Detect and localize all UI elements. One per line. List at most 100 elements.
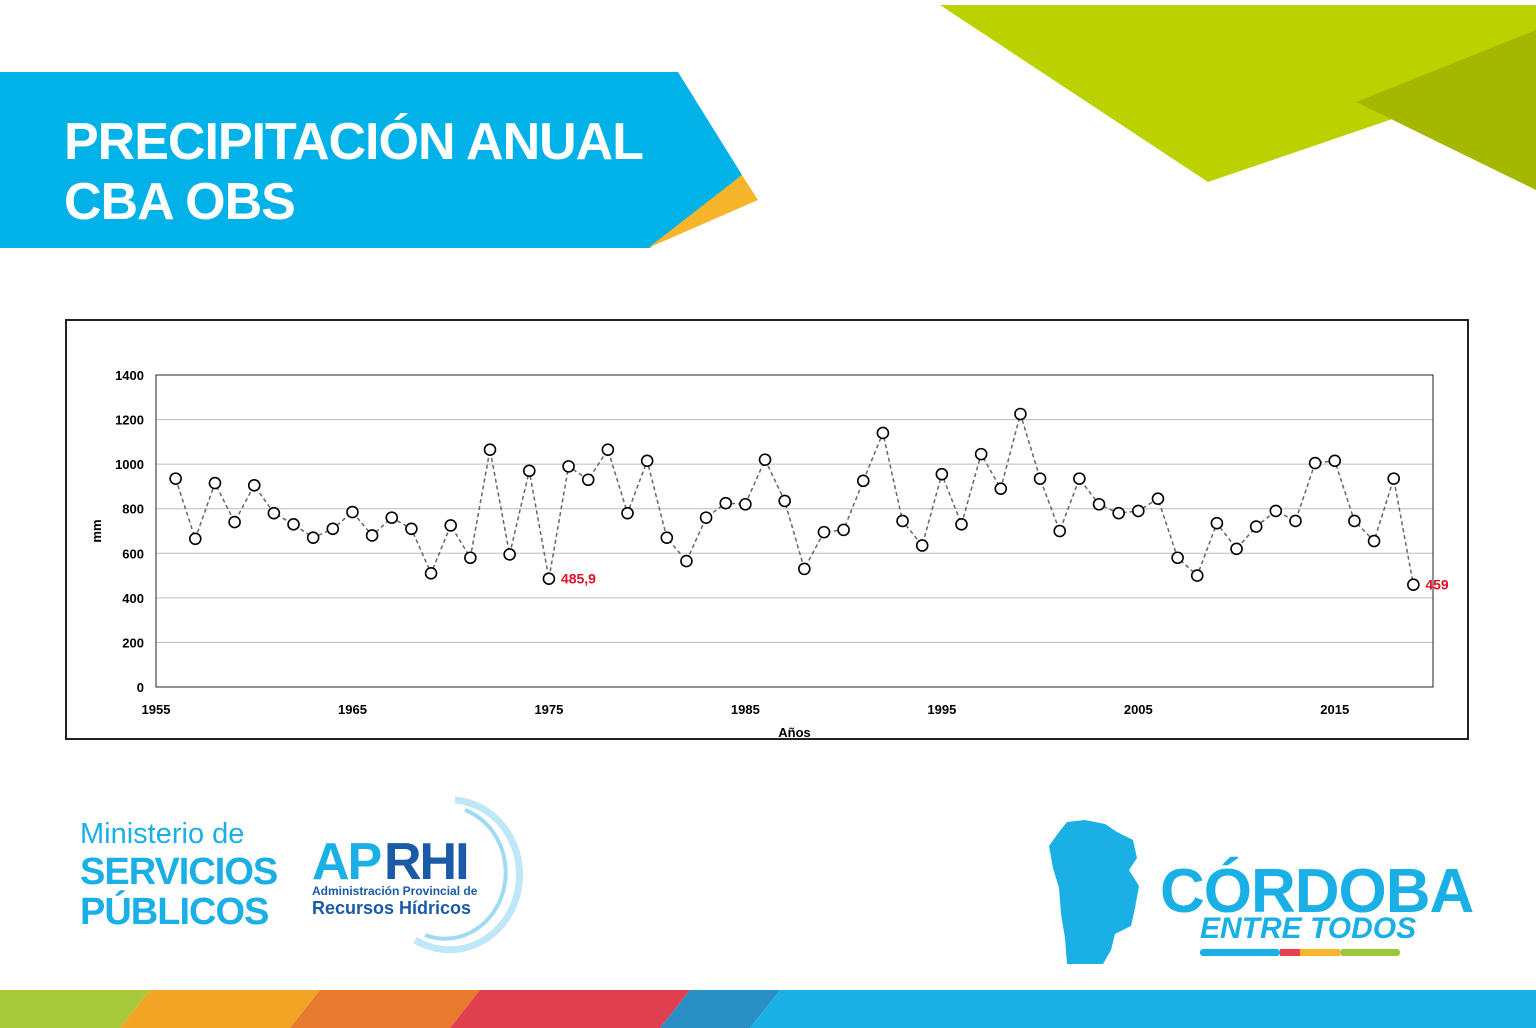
data-point (208, 476, 222, 490)
ministerio-label: Ministerio de (80, 818, 245, 850)
aprhi-logo-rhi: RHI (384, 833, 470, 891)
data-point (798, 562, 811, 576)
data-point (306, 531, 320, 544)
y-axis-title: mm (89, 519, 104, 542)
y-tick-label: 600 (122, 546, 144, 561)
data-point (464, 551, 477, 565)
y-tick-label: 0 (137, 680, 144, 695)
data-point (483, 443, 497, 456)
data-point (778, 494, 791, 508)
series-line (174, 411, 1415, 585)
data-point (542, 572, 556, 586)
x-tick-label: 2005 (1124, 702, 1153, 717)
footer-color-strip (0, 990, 1536, 1028)
data-point (994, 482, 1008, 495)
data-point (169, 472, 182, 485)
ministerio-name-line-1: SERVICIOS (80, 851, 278, 893)
data-point (228, 515, 241, 529)
data-point (267, 506, 281, 520)
aprhi-subtitle-2: Recursos Hídricos (312, 898, 472, 918)
data-point (758, 453, 772, 466)
data-point (660, 531, 674, 544)
aprhi-logo-ap: AP (312, 833, 382, 891)
data-point (955, 518, 968, 531)
green-dark-triangle (1356, 30, 1536, 190)
banner-background (0, 72, 742, 248)
data-point (1308, 456, 1322, 470)
x-axis-title: Años (778, 725, 811, 738)
data-point (424, 567, 438, 580)
data-point (1053, 524, 1067, 538)
plot-area-border (155, 374, 1434, 688)
data-point (680, 554, 693, 568)
header-decoration (0, 5, 1536, 248)
y-tick-label: 1000 (115, 457, 144, 472)
data-point (1151, 492, 1165, 505)
data-point (640, 454, 654, 468)
data-point (876, 426, 890, 440)
data-point (1249, 520, 1263, 533)
ministerio-name: SERVICIOS PÚBLICOS (80, 851, 278, 933)
precipitation-chart: 0 200 400 600 800 1000 1200 1400 1955 1965 1975 198… (89, 368, 1449, 738)
data-point (1367, 534, 1381, 548)
data-point (581, 473, 595, 487)
cordoba-logo-subtitle: ENTRE TODOS (1200, 912, 1417, 945)
y-tick-label: 1400 (115, 368, 144, 383)
data-point (915, 539, 929, 552)
data-point (1407, 578, 1420, 592)
data-point (935, 467, 949, 481)
data-point (1132, 504, 1145, 518)
data-label: 459 (1425, 577, 1449, 593)
x-tick-label: 1965 (338, 702, 367, 717)
data-point (522, 464, 536, 478)
data-point (1230, 542, 1243, 556)
banner-orange-accent (648, 175, 758, 248)
cordoba-map-icon (1049, 820, 1139, 964)
data-point (562, 460, 575, 473)
data-point (621, 506, 634, 520)
page-title-line-2: CBA OBS (64, 173, 296, 231)
data-point (287, 518, 300, 531)
data-point (974, 447, 988, 461)
data-point (365, 529, 379, 542)
data-point (1348, 514, 1361, 528)
x-tick-label: 1985 (731, 702, 760, 717)
data-point (1092, 497, 1106, 511)
y-tick-label: 800 (122, 502, 144, 517)
y-tick-label: 200 (122, 635, 144, 650)
data-point (1073, 472, 1086, 485)
data-point (247, 479, 261, 492)
data-point (1190, 569, 1204, 582)
cordoba-logo-title: CÓRDOBA (1160, 857, 1474, 926)
data-point (817, 525, 831, 539)
data-point (1171, 551, 1184, 565)
x-tick-label: 2015 (1320, 702, 1349, 717)
chart-frame: 0 200 400 600 800 1000 1200 1400 1955 1965 1975 198… (65, 319, 1469, 740)
data-point (1328, 454, 1342, 468)
aprhi-swirl-logo (413, 796, 524, 954)
data-point (1289, 514, 1302, 528)
data-point (405, 522, 418, 536)
x-tick-label: 1955 (142, 702, 171, 717)
x-tick-label: 1995 (927, 702, 956, 717)
y-tick-label: 1200 (115, 413, 144, 428)
data-point (601, 443, 615, 456)
aprhi-subtitle-1: Administración Provincial de (312, 884, 478, 898)
data-point (719, 496, 733, 510)
x-tick-label: 1975 (534, 702, 563, 717)
data-point (1033, 472, 1047, 485)
data-point (1387, 472, 1401, 485)
data-point (1210, 516, 1224, 530)
cordoba-color-bar (1200, 949, 1400, 956)
data-point (739, 497, 752, 511)
data-label: 485,9 (561, 571, 596, 587)
data-point (385, 511, 399, 524)
data-point (896, 514, 909, 528)
y-tick-label: 400 (122, 591, 144, 606)
data-point (1014, 407, 1027, 421)
green-triangle (940, 5, 1536, 182)
page-title-line-1: PRECIPITACIÓN ANUAL (64, 113, 644, 171)
ministerio-name-line-2: PÚBLICOS (80, 891, 269, 933)
data-point (326, 522, 340, 536)
data-point (856, 474, 870, 488)
